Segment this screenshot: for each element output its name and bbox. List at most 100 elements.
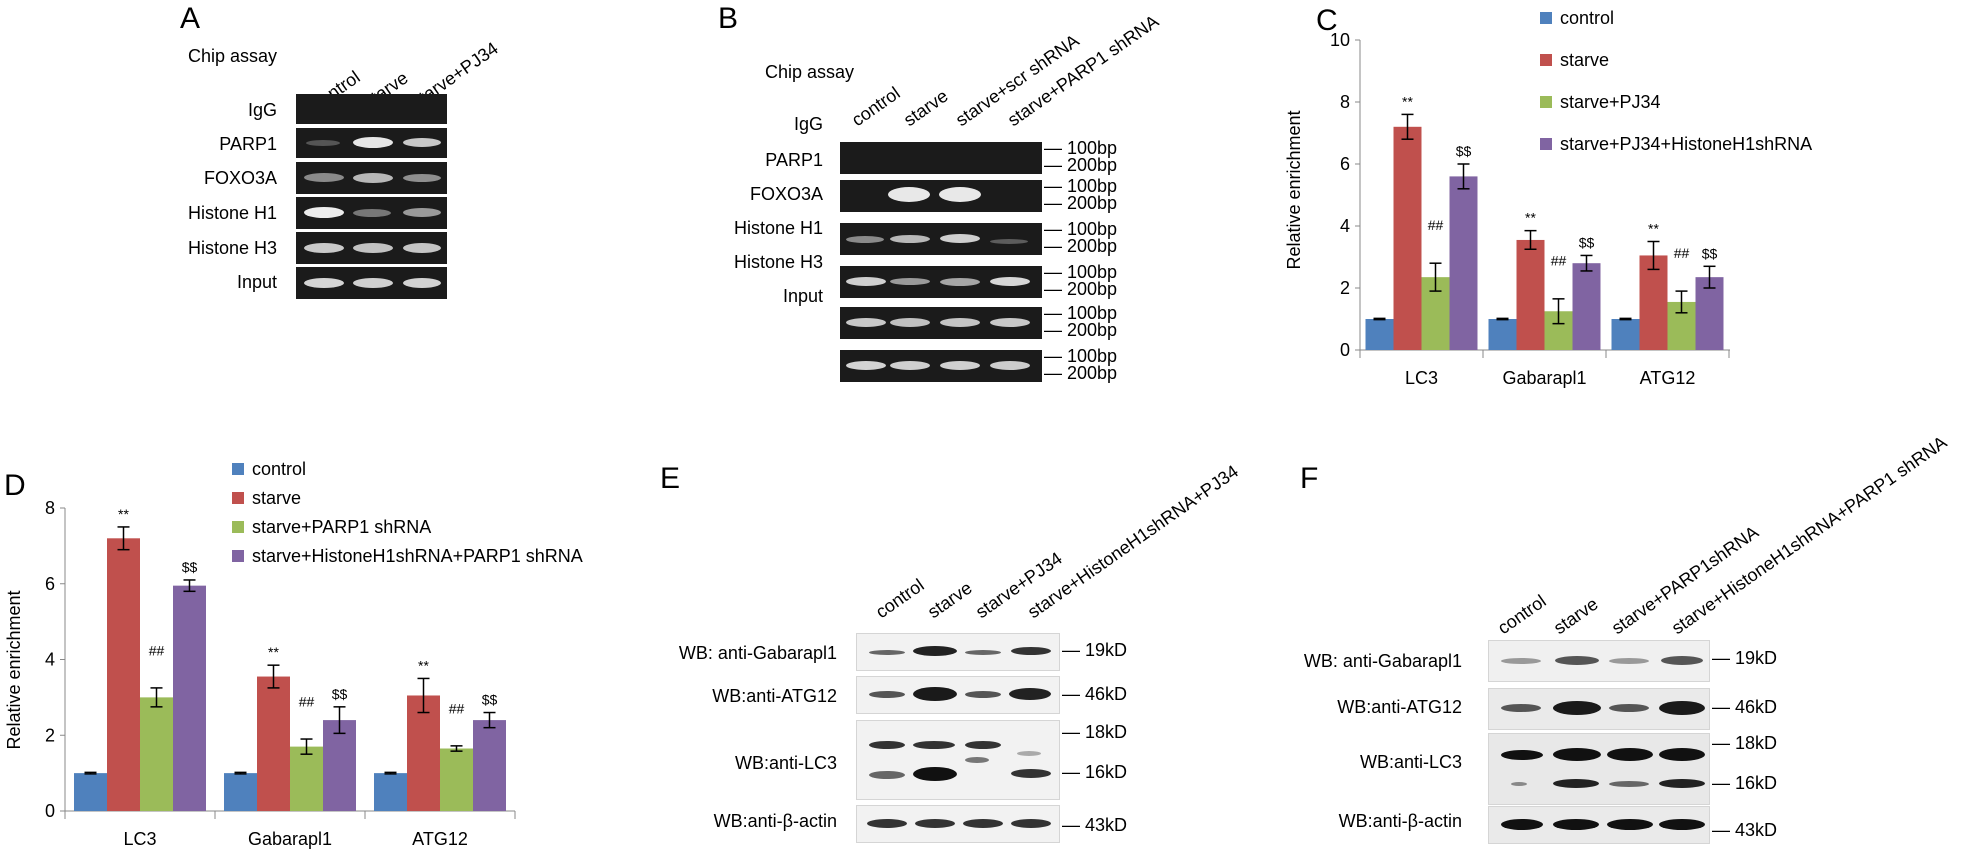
significance-label: ## [299, 694, 315, 710]
size-marker-200bp: — 200bp [1044, 236, 1118, 256]
panel-f-blot-gabarapl1 [1488, 640, 1710, 682]
bar [1449, 176, 1478, 350]
panel-b-row-input: Input [782, 286, 823, 306]
y-tick-label: 2 [45, 725, 55, 745]
legend-label: starve [252, 488, 301, 508]
panel-b-row-histone-h1: Histone H1 [733, 218, 823, 238]
legend-swatch [232, 463, 244, 475]
legend-label: control [1560, 8, 1614, 28]
bar [140, 697, 173, 811]
y-tick-label: 6 [45, 574, 55, 594]
significance-label: ## [149, 643, 165, 659]
significance-label: ## [449, 700, 465, 716]
panel-b-row-foxo3a: FOXO3A [749, 184, 823, 204]
panel-a-title: Chip assay [188, 46, 278, 66]
legend-label: starve+PJ34+HistoneH1shRNA [1560, 134, 1812, 154]
panel-e-lane-control: control [871, 574, 928, 623]
size-marker-100bp: — 100bp [1044, 262, 1118, 282]
significance-label: ** [1525, 210, 1536, 226]
panel-b-gel-histone-h3 [840, 307, 1042, 339]
legend-swatch [1540, 54, 1552, 66]
panel-e-row-actin: WB:anti-β-actin [713, 811, 837, 831]
panel-a-row-foxo3a: FOXO3A [203, 168, 277, 188]
panel-e-lane-combo: starve+HistoneH1shRNA+PJ34 [1023, 461, 1242, 623]
significance-label: $$ [1456, 143, 1472, 159]
bar [407, 695, 440, 811]
bar [224, 773, 257, 811]
panel-a-gel-foxo3a [296, 162, 447, 194]
panel-b-gel-histone-h1 [840, 266, 1042, 298]
panel-b-letter: B [718, 2, 739, 35]
panel-b-gel-parp1 [840, 180, 1042, 212]
panel-e-blot-atg12 [856, 676, 1060, 714]
panel-e-lane-starve: starve [923, 577, 976, 623]
legend-swatch [1540, 96, 1552, 108]
bar [1516, 239, 1545, 350]
panel-e-row-lc3: WB:anti-LC3 [734, 753, 837, 773]
size-marker-kd: — 18kD [1712, 733, 1778, 753]
significance-label: $$ [332, 686, 348, 702]
panel-f-letter: F [1300, 462, 1319, 495]
significance-label: $$ [1702, 245, 1718, 261]
panel-letter: C [1316, 4, 1338, 37]
size-marker-kd: — 43kD [1062, 815, 1128, 835]
bar [1572, 263, 1601, 350]
panel-b-row-parp1: PARP1 [765, 150, 823, 170]
panel-a-row-input: Input [236, 272, 277, 292]
y-tick-label: 8 [1340, 92, 1350, 112]
legend-label: starve+PJ34 [1560, 92, 1661, 112]
panel-b-gel-igg [840, 142, 1042, 174]
panel-a-row-igg: IgG [247, 100, 277, 120]
panel-a-gel-histone-h3 [296, 232, 447, 264]
panel-b-title: Chip assay [765, 62, 855, 82]
significance-label: $$ [482, 692, 498, 708]
panel-f-lane-starve: starve [1549, 593, 1602, 639]
significance-label: ** [1648, 221, 1659, 237]
legend-swatch [1540, 12, 1552, 24]
panel-b-gel-foxo3a [840, 223, 1042, 255]
panel-b-gel-input [840, 350, 1042, 382]
size-marker-kd: — 46kD [1062, 684, 1128, 704]
panel-f-lane-control: control [1493, 590, 1550, 639]
significance-label: ## [1428, 217, 1444, 233]
chart-c: C 0 2 4 6 8 10 Relative enrichment ** ## $$ LC3 ** ##… [1284, 4, 1812, 388]
panel-f-blot-atg12 [1488, 688, 1710, 730]
size-marker-200bp: — 200bp [1044, 363, 1118, 383]
y-tick-label: 8 [45, 498, 55, 518]
significance-label: ** [118, 506, 129, 522]
significance-label: ** [418, 657, 429, 673]
size-marker-200bp: — 200bp [1044, 193, 1118, 213]
bar [74, 773, 107, 811]
panel-f-blot-lc3 [1488, 733, 1710, 805]
y-tick-label: 0 [1340, 340, 1350, 360]
bar [1365, 319, 1394, 350]
size-marker-kd: — 16kD [1712, 773, 1778, 793]
significance-label: ** [1402, 93, 1413, 109]
bar [1488, 319, 1517, 350]
panel-a-gel-input [296, 267, 447, 299]
legend-swatch [232, 550, 244, 562]
size-marker-100bp: — 100bp [1044, 346, 1118, 366]
bar [257, 676, 290, 811]
panel-b-lane-control: control [847, 82, 904, 131]
size-marker-kd: — 46kD [1712, 697, 1778, 717]
y-axis-label: Relative enrichment [1284, 110, 1304, 269]
legend-label: starve [1560, 50, 1609, 70]
size-marker-100bp: — 100bp [1044, 219, 1118, 239]
panel-a-gel-igg [296, 94, 447, 124]
y-tick-label: 0 [45, 801, 55, 821]
category-label: LC3 [1405, 368, 1438, 388]
size-marker-100bp: — 100bp [1044, 176, 1118, 196]
category-label: ATG12 [412, 829, 468, 849]
size-marker-200bp: — 200bp [1044, 320, 1118, 340]
size-marker-kd: — 43kD [1712, 820, 1778, 840]
panel-f-blot-actin [1488, 806, 1710, 844]
legend-swatch [232, 492, 244, 504]
bar [1393, 126, 1422, 350]
bar [1639, 255, 1668, 350]
panel-a-letter: A [180, 2, 201, 35]
size-marker-100bp: — 100bp [1044, 138, 1118, 158]
size-marker-200bp: — 200bp [1044, 279, 1118, 299]
bar [173, 585, 206, 811]
size-marker-200bp: — 200bp [1044, 155, 1118, 175]
